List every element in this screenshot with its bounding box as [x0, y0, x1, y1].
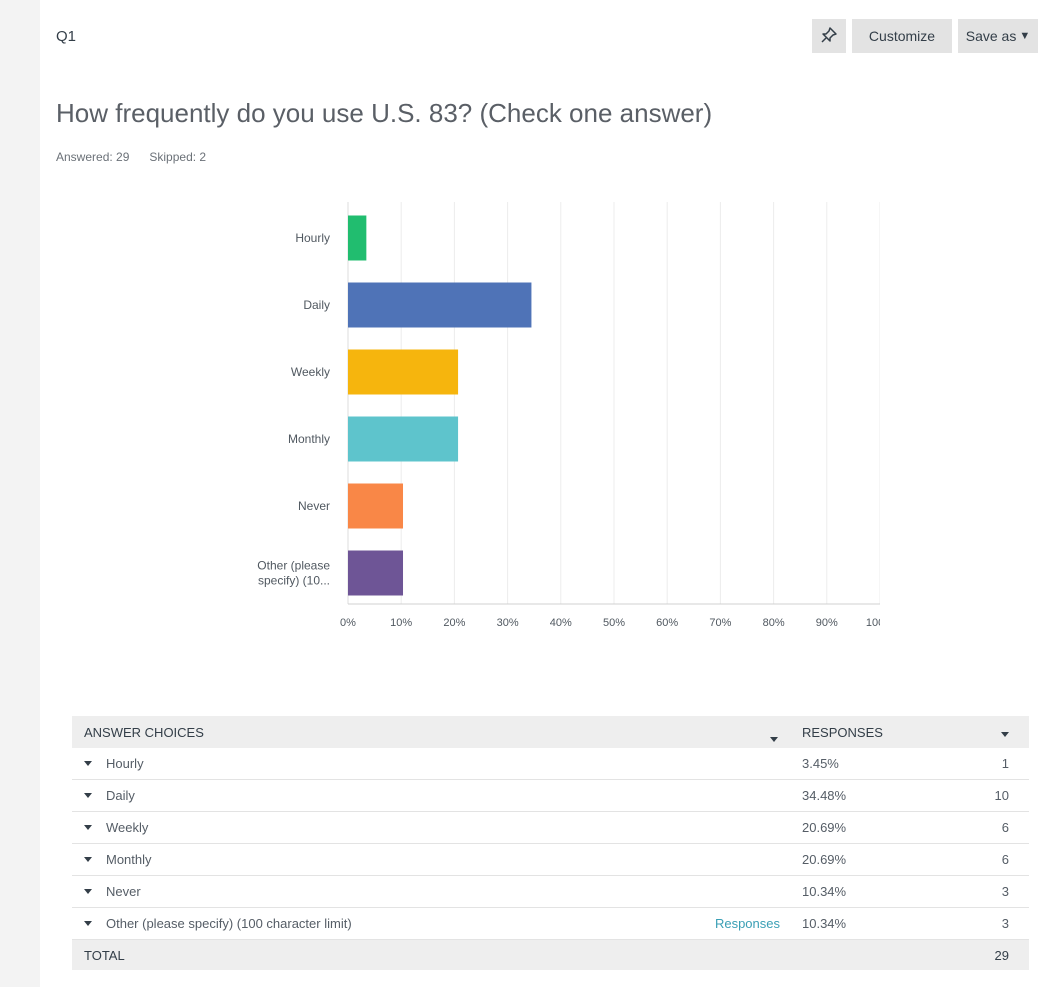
response-percent: 20.69% — [802, 852, 847, 867]
chevron-down-icon[interactable] — [84, 889, 92, 894]
x-tick-label: 100% — [866, 617, 880, 629]
bar-weekly[interactable] — [348, 349, 459, 395]
answer-choice-cell[interactable]: Monthly — [72, 852, 790, 867]
save-as-button[interactable]: Save as ▼ — [958, 19, 1038, 53]
answer-choice-cell[interactable]: Never — [72, 884, 790, 899]
chevron-down-icon[interactable] — [84, 825, 92, 830]
bar-other-please-specify-10[interactable] — [348, 550, 404, 596]
x-tick-label: 70% — [709, 617, 731, 629]
answer-choice-label: Daily — [106, 788, 135, 803]
table-row: Daily 34.48% 10 — [72, 780, 1029, 812]
count-header[interactable] — [968, 725, 1029, 740]
response-percent: 3.45% — [802, 756, 839, 771]
pin-button[interactable] — [812, 19, 846, 53]
chevron-down-icon[interactable] — [84, 761, 92, 766]
x-tick-label: 10% — [390, 617, 412, 629]
category-label: Monthly — [288, 432, 330, 446]
responses-header[interactable]: RESPONSES — [802, 724, 883, 740]
answered-count: Answered: 29 — [56, 150, 130, 164]
answer-choice-label: Weekly — [106, 820, 149, 835]
answer-choice-cell[interactable]: Daily — [72, 788, 790, 803]
question-number: Q1 — [56, 28, 77, 45]
category-label: Other (please specify) (10... — [257, 559, 330, 588]
response-count: 3 — [1001, 884, 1009, 899]
response-meta: Answered: 29 Skipped: 2 — [56, 150, 206, 164]
x-tick-label: 30% — [497, 617, 519, 629]
response-percent: 20.69% — [802, 820, 847, 835]
question-summary-panel: Q1 Customize Save as ▼ How frequently do… — [40, 0, 1048, 987]
answer-choice-label: Hourly — [106, 756, 144, 771]
answer-choice-label: Other (please specify) (100 character li… — [106, 916, 352, 931]
answer-table: ANSWER CHOICES RESPONSES Hourly 3.45% 1 Dai… — [72, 716, 1029, 970]
response-count: 1 — [1001, 756, 1009, 771]
table-row: Never 10.34% 3 — [72, 876, 1029, 908]
bar-hourly[interactable] — [348, 215, 367, 261]
response-count: 6 — [1001, 852, 1009, 867]
response-percent: 10.34% — [802, 884, 847, 899]
bar-chart: 0% 10% 20% 30% 40% 50% 60% 70% 80% 90% 100% Hourly D… — [257, 202, 880, 629]
answer-choice-cell[interactable]: Weekly — [72, 820, 790, 835]
sort-caret-icon[interactable] — [1001, 731, 1009, 737]
response-count: 3 — [1001, 916, 1009, 931]
x-tick-label: 60% — [656, 617, 678, 629]
customize-button[interactable]: Customize — [852, 19, 952, 53]
category-label: Hourly — [295, 231, 330, 245]
skipped-count: Skipped: 2 — [149, 150, 207, 164]
answer-choice-cell[interactable]: Hourly — [72, 756, 790, 771]
table-row: Monthly 20.69% 6 — [72, 844, 1029, 876]
responses-link[interactable]: Responses — [714, 916, 780, 931]
bar-never[interactable] — [348, 483, 404, 529]
table-body: Hourly 3.45% 1 Daily 34.48% 10 Weekly 20.69% 6 Mo… — [72, 748, 1029, 940]
table-total-row: TOTAL 29 — [72, 940, 1029, 970]
toolbar: Customize Save as ▼ — [812, 19, 1038, 53]
table-header-row: ANSWER CHOICES RESPONSES — [72, 716, 1029, 748]
x-tick-label: 20% — [443, 617, 465, 629]
total-label: TOTAL — [84, 947, 125, 963]
category-label: Never — [298, 499, 330, 513]
table-row: Other (please specify) (100 character li… — [72, 908, 1029, 940]
bar-monthly[interactable] — [348, 416, 459, 462]
left-gutter — [0, 0, 40, 987]
pin-icon — [820, 26, 838, 47]
chevron-down-icon[interactable] — [84, 793, 92, 798]
x-tick-label: 50% — [603, 617, 625, 629]
chevron-down-icon[interactable] — [84, 921, 92, 926]
table-row: Hourly 3.45% 1 — [72, 748, 1029, 780]
chevron-down-icon: ▼ — [1019, 30, 1031, 42]
x-tick-label: 0% — [340, 617, 356, 629]
response-percent: 34.48% — [802, 788, 847, 803]
response-count: 10 — [994, 788, 1009, 803]
chevron-down-icon[interactable] — [84, 857, 92, 862]
customize-label: Customize — [868, 28, 936, 44]
x-tick-label: 90% — [816, 617, 838, 629]
total-count: 29 — [994, 947, 1009, 963]
response-count: 6 — [1001, 820, 1009, 835]
category-label: Daily — [303, 298, 330, 312]
response-percent: 10.34% — [802, 916, 847, 931]
answer-choices-header-label: ANSWER CHOICES — [84, 724, 204, 740]
x-tick-label: 40% — [550, 617, 572, 629]
answer-choice-label: Monthly — [106, 852, 152, 867]
save-as-label: Save as — [965, 28, 1017, 44]
table-row: Weekly 20.69% 6 — [72, 812, 1029, 844]
answer-choices-header[interactable]: ANSWER CHOICES — [72, 724, 790, 742]
sort-caret-icon[interactable] — [770, 736, 778, 742]
answer-choice-cell[interactable]: Other (please specify) (100 character li… — [72, 916, 790, 931]
bar-daily[interactable] — [348, 282, 532, 328]
category-label: Weekly — [291, 365, 330, 379]
x-tick-label: 80% — [763, 617, 785, 629]
answer-choice-label: Never — [106, 884, 141, 899]
question-title: How frequently do you use U.S. 83? (Chec… — [56, 98, 713, 128]
